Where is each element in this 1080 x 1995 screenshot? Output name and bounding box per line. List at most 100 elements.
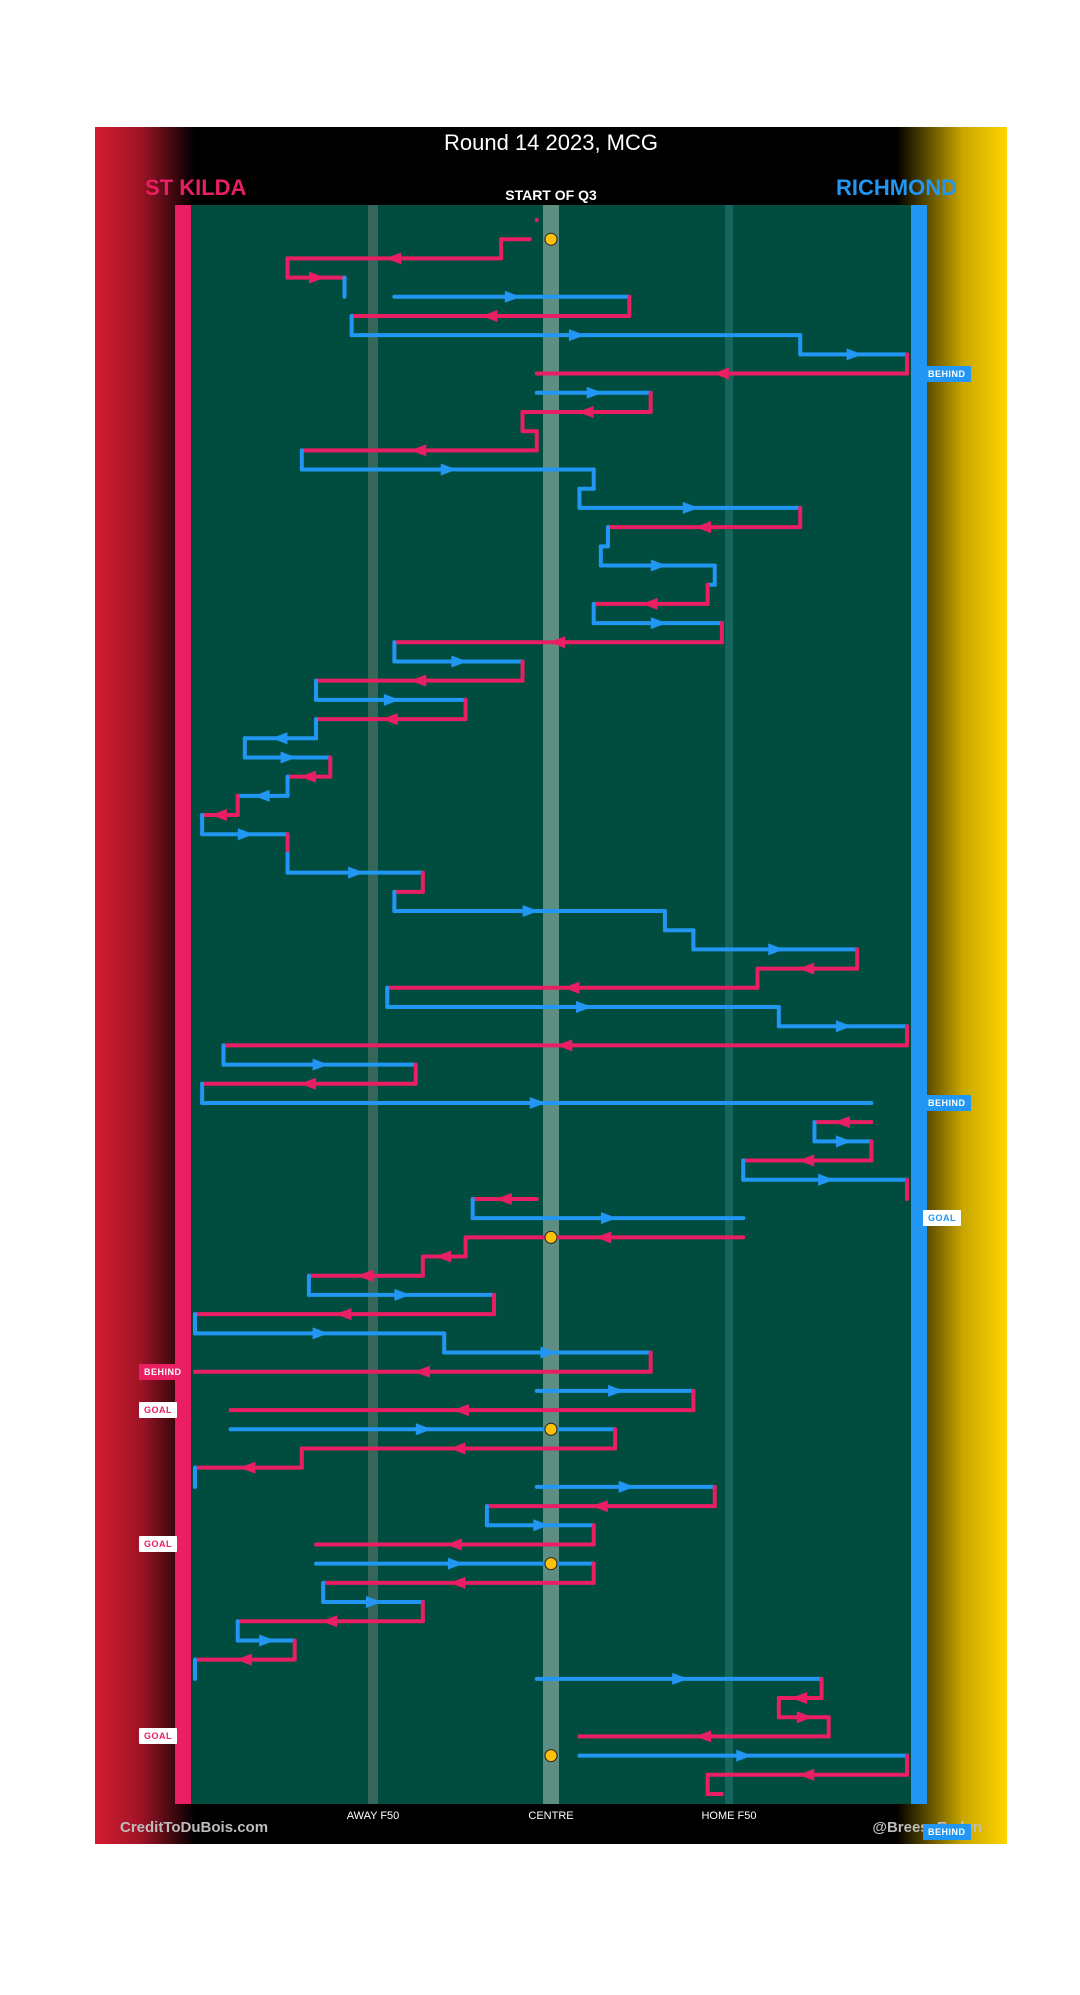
- direction-arrow: [540, 1346, 557, 1359]
- direction-arrow: [641, 597, 658, 610]
- direction-arrow: [445, 1538, 462, 1551]
- direction-arrow: [253, 789, 270, 802]
- st-kilda-bar: [175, 205, 191, 1804]
- direction-arrow: [608, 1384, 625, 1397]
- direction-arrow: [481, 309, 498, 322]
- start-of-quarter-label: START OF Q3: [505, 187, 597, 203]
- direction-arrow: [846, 348, 863, 361]
- direction-arrow: [449, 1576, 466, 1589]
- home-f50-line: [725, 205, 733, 1804]
- goal-badge: GOAL: [923, 1210, 961, 1227]
- goal-badge: GOAL: [139, 1402, 177, 1419]
- direction-arrow: [210, 809, 227, 822]
- behind-badge: BEHIND: [139, 1363, 187, 1380]
- direction-arrow: [394, 1288, 411, 1301]
- direction-arrow: [595, 1231, 612, 1244]
- direction-arrow: [796, 1711, 813, 1724]
- direction-arrow: [410, 674, 427, 687]
- direction-arrow: [618, 1480, 635, 1493]
- direction-arrow: [312, 1327, 329, 1340]
- chain-chart: [175, 205, 927, 1804]
- direction-arrow: [335, 1308, 352, 1321]
- direction-arrow: [577, 405, 594, 418]
- goal-badge: GOAL: [139, 1536, 177, 1553]
- direction-arrow: [385, 252, 402, 265]
- direction-arrow: [576, 1001, 593, 1013]
- direction-arrow: [522, 905, 539, 918]
- direction-arrow: [237, 828, 254, 841]
- behind-badge: BEHIND: [923, 1824, 971, 1841]
- x-tick-label: HOME F50: [701, 1810, 757, 1822]
- direction-arrow: [413, 1365, 430, 1378]
- direction-arrow: [440, 463, 457, 476]
- team-left-label: ST KILDA: [145, 175, 247, 200]
- direction-arrow: [600, 1212, 617, 1225]
- direction-arrow: [453, 1404, 469, 1417]
- direction-arrow: [271, 732, 288, 745]
- centre-bounce-marker: [544, 1230, 558, 1244]
- direction-arrow: [451, 655, 468, 668]
- direction-arrow: [235, 1653, 252, 1666]
- direction-arrow: [383, 693, 400, 706]
- direction-arrow: [798, 1768, 815, 1781]
- direction-arrow: [415, 1423, 432, 1436]
- direction-arrow: [650, 559, 667, 572]
- direction-arrow: [309, 271, 326, 284]
- direction-arrow: [447, 1557, 464, 1570]
- direction-arrow: [712, 367, 729, 380]
- direction-arrow: [798, 1154, 815, 1167]
- direction-arrow: [591, 1500, 608, 1513]
- direction-arrow: [835, 1135, 852, 1148]
- direction-arrow: [529, 1096, 546, 1109]
- direction-arrow: [798, 962, 815, 975]
- direction-arrow: [650, 617, 667, 630]
- centre-bounce-marker: [544, 1557, 558, 1571]
- chart-title: Round 14 2023, MCG: [443, 130, 659, 155]
- away-f50-line: [368, 205, 378, 1804]
- centre-line: [543, 205, 559, 1804]
- direction-arrow: [449, 1442, 466, 1455]
- direction-arrow: [239, 1461, 256, 1474]
- direction-arrow: [299, 1077, 316, 1090]
- direction-arrow: [695, 521, 712, 534]
- direction-arrow: [366, 1596, 382, 1609]
- behind-badge: BEHIND: [923, 1094, 971, 1111]
- direction-arrow: [495, 1192, 512, 1205]
- centre-bounce-marker: [544, 1422, 558, 1436]
- direction-arrow: [280, 751, 297, 764]
- direction-arrow: [533, 1519, 550, 1532]
- direction-arrow: [549, 636, 566, 649]
- x-tick-label: AWAY F50: [346, 1810, 400, 1822]
- richmond-bar: [911, 205, 927, 1804]
- centre-bounce-marker: [544, 1749, 558, 1763]
- direction-arrow: [259, 1634, 276, 1647]
- direction-arrow: [672, 1672, 689, 1685]
- direction-arrow: [568, 329, 585, 342]
- direction-arrow: [818, 1173, 835, 1186]
- direction-arrow: [356, 1269, 373, 1282]
- team-right-label: RICHMOND: [836, 175, 957, 200]
- x-tick-label: CENTRE: [528, 1810, 574, 1822]
- direction-arrow: [835, 1020, 852, 1033]
- direction-arrow: [299, 770, 316, 783]
- goal-badge: GOAL: [139, 1728, 177, 1745]
- direction-arrow: [682, 501, 699, 514]
- direction-arrow: [348, 866, 365, 879]
- direction-arrow: [435, 1250, 452, 1263]
- direction-arrow: [768, 943, 785, 956]
- direction-arrow: [791, 1692, 808, 1705]
- direction-arrow: [381, 713, 398, 726]
- chart-frame: Round 14 2023, MCG ST KILDA RICHMOND STA…: [95, 127, 1007, 1844]
- direction-arrow: [586, 386, 603, 399]
- direction-arrow: [556, 1039, 573, 1052]
- direction-arrow: [504, 290, 521, 303]
- direction-arrow: [695, 1730, 712, 1743]
- direction-arrow: [736, 1749, 753, 1762]
- direction-arrow: [312, 1058, 329, 1071]
- direction-arrow: [563, 981, 580, 994]
- behind-badge: BEHIND: [923, 365, 971, 382]
- credit-left: CreditToDuBois.com: [120, 1819, 269, 1836]
- direction-arrow: [833, 1116, 850, 1129]
- direction-arrow: [321, 1615, 338, 1628]
- direction-arrow: [410, 444, 427, 457]
